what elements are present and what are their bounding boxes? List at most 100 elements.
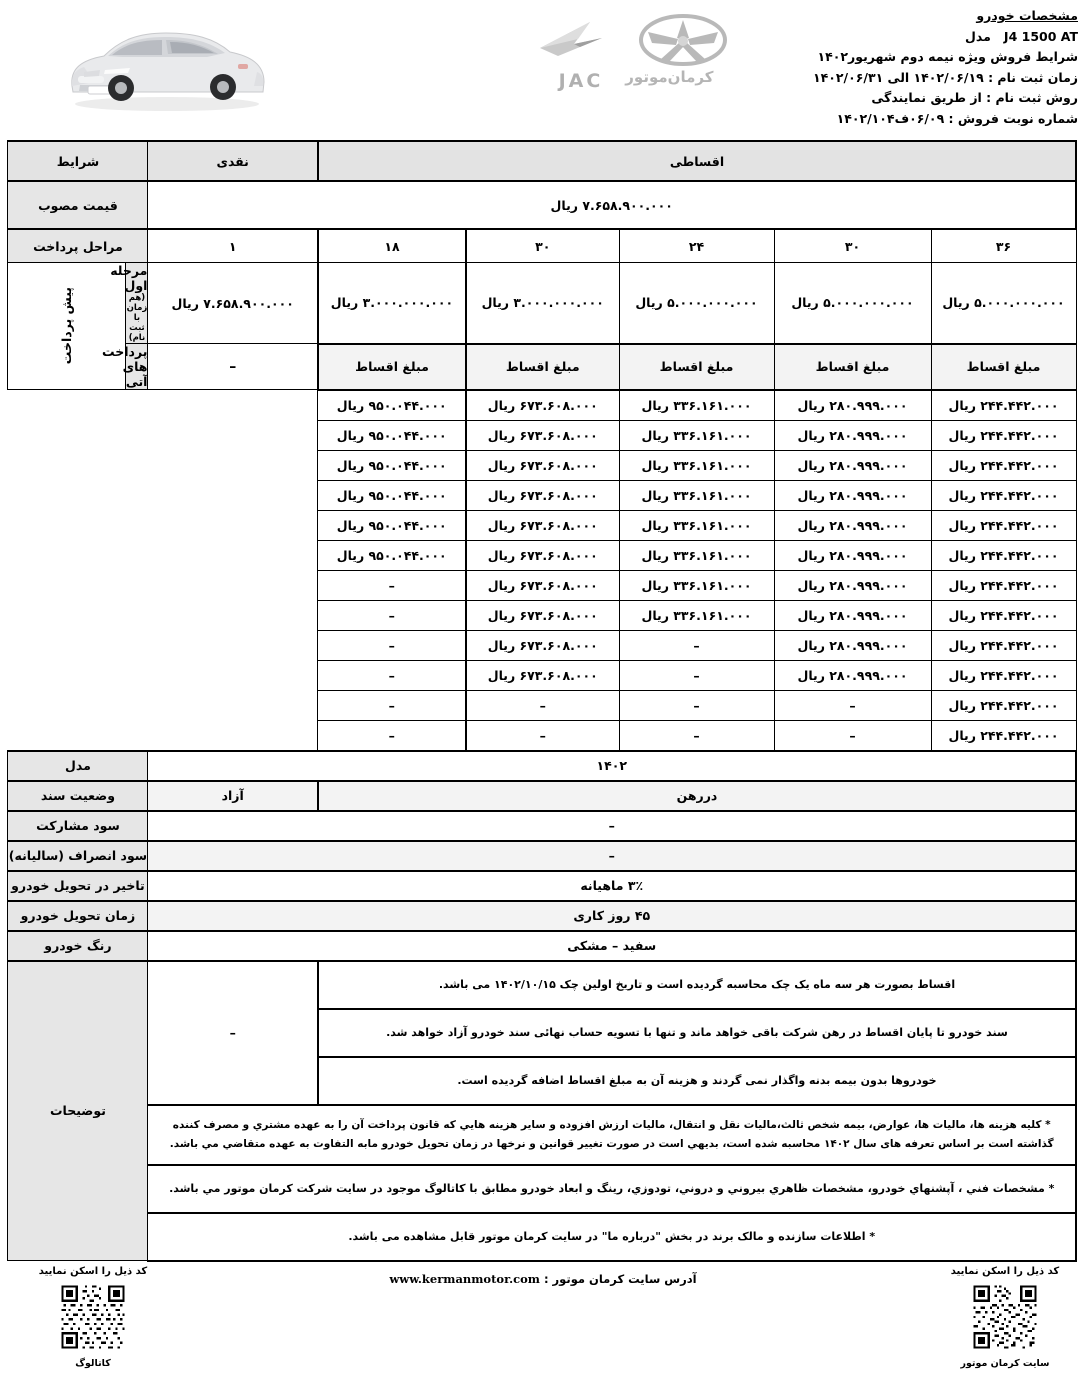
cell-installment-r5-c4: ۶۷۳.۶۰۸.۰۰۰ ریال: [465, 509, 620, 541]
cell-installment-r11-c2: –: [773, 689, 932, 721]
cell-prepayment-36: ۵.۰۰۰.۰۰۰.۰۰۰ ریال: [930, 262, 1077, 344]
row-prepayment: ۵.۰۰۰.۰۰۰.۰۰۰ ریال ۵.۰۰۰.۰۰۰.۰۰۰ ریال ۵.…: [7, 262, 1077, 390]
cell-installment-r4-c3: ۳۳۶.۱۶۱.۰۰۰ ریال: [618, 479, 775, 511]
qr-code-site-icon[interactable]: [968, 1279, 1042, 1354]
car-photo: [42, 2, 292, 120]
cell-stage-count-30a: ۳۰: [773, 228, 932, 263]
label-car-color: رنگ خودرو: [7, 929, 149, 962]
cell-installment-r5-c5: ۹۵۰.۰۴۴.۰۰۰ ریال: [317, 509, 468, 541]
label-prepayment-vertical: پیش پرداخت: [7, 262, 127, 390]
cell-delivery-time: ۴۵ روز کاری: [147, 899, 1078, 931]
cell-installment-r3-c5: ۹۵۰.۰۴۴.۰۰۰ ریال: [317, 449, 468, 481]
row-delivery-delay: ۳٪ ماهیانه تاخیر در تحویل خودرو: [7, 869, 1078, 901]
cell-conditions-cash: نقدی: [147, 140, 319, 182]
label-first-stage-main: مرحله اول: [110, 263, 148, 293]
document-footer: آدرس سایت کرمان موتور : www.kermanmotor.…: [0, 1266, 1086, 1384]
label-first-stage: مرحله اول (هم زمان با ثبت نام): [110, 262, 149, 344]
row-withdrawal-profit: – سود انصراف (سالیانه): [7, 839, 1078, 871]
label-conditions: شرایط: [7, 140, 149, 182]
cell-installment-r11-c4: –: [465, 689, 620, 721]
table-row: ۲۴۴.۴۴۲.۰۰۰ ریال ۲۸۰.۹۹۹.۰۰۰ ریال ۳۳۶.۱۶۱.…: [8, 419, 1077, 451]
cell-installment-r1-c5: ۹۵۰.۰۴۴.۰۰۰ ریال: [317, 388, 468, 421]
qr-code-catalog-icon[interactable]: [56, 1279, 130, 1354]
jac-logo-mark: [639, 14, 727, 66]
row-note-general-1: * كليه هزينه ها، ماليات ها، عوارض، بيمه …: [8, 1103, 1078, 1165]
cell-cash-future-dash: –: [147, 343, 319, 390]
row-model: ۱۴۰۲ مدل: [7, 749, 1078, 781]
cell-installment-r9-c3: –: [618, 629, 775, 661]
cell-model-value: ۱۴۰۲: [147, 749, 1078, 781]
cell-withdrawal-profit: –: [147, 839, 1078, 871]
website-url[interactable]: www.kermanmotor.com: [389, 1271, 540, 1286]
label-approved-price: قیمت مصوب: [7, 180, 149, 230]
cell-participation-profit: –: [147, 809, 1078, 841]
cell-stage-count-1: ۱: [147, 228, 319, 263]
header-sale-turn-number: شماره نوبت فروش : ۰۶/۰۹ف۱۴۰۲/۱۰۴: [836, 110, 1078, 126]
cell-installment-r7-c2: ۲۸۰.۹۹۹.۰۰۰ ریال: [773, 569, 932, 601]
cell-installment-r11-c3: –: [618, 689, 775, 721]
cell-installment-r8-c1: ۲۴۴.۴۴۲.۰۰۰ ریال: [930, 599, 1077, 631]
cell-installment-r8-c4: ۶۷۳.۶۰۸.۰۰۰ ریال: [465, 599, 620, 631]
table-row: ۲۴۴.۴۴۲.۰۰۰ ریال – – – –: [8, 689, 1077, 721]
cell-installment-r1-c2: ۲۸۰.۹۹۹.۰۰۰ ریال: [773, 388, 932, 421]
label-notes: توضیحات: [7, 960, 149, 1261]
row-payment-stages: ۳۶ ۳۰ ۲۴ ۳۰ ۱۸ ۱ مراحل پرداخت: [7, 228, 1077, 263]
cell-installment-r10-c5: –: [317, 659, 468, 691]
cell-installment-r7-c1: ۲۴۴.۴۴۲.۰۰۰ ریال: [930, 569, 1077, 601]
jac-wordmark: JAC: [558, 70, 604, 92]
cell-installment-r2-c1: ۲۴۴.۴۴۲.۰۰۰ ریال: [930, 419, 1077, 451]
cell-installment-header-30b: مبلغ اقساط: [465, 342, 620, 390]
cash-future-dash-text: –: [229, 358, 237, 375]
cell-stage-count-18: ۱۸: [317, 228, 468, 263]
label-withdrawal-profit: سود انصراف (سالیانه): [7, 839, 149, 871]
cell-note-installment-3: خودروها بدون بیمه بدنه واگذار نمی گردند …: [317, 1055, 1078, 1105]
price-conditions-table: اقساطی نقدی شرایط ۷.۶۵۸.۹۰۰.۰۰۰ ریال قیم…: [7, 140, 1078, 1262]
label-participation-profit: سود مشارکت: [7, 809, 149, 841]
cell-installment-r3-c4: ۶۷۳.۶۰۸.۰۰۰ ریال: [465, 449, 620, 481]
brand-logos: کرمان‌موتور JAC: [528, 14, 744, 106]
cell-installment-r5-c2: ۲۸۰.۹۹۹.۰۰۰ ریال: [773, 509, 932, 541]
qr-block-catalog: کد ذیل را اسکن نمایید: [18, 1266, 168, 1369]
table-row: ۲۴۴.۴۴۲.۰۰۰ ریال ۲۸۰.۹۹۹.۰۰۰ ریال –۶۷۳.۶۰۸…: [8, 659, 1077, 691]
kerman-motor-logo-mark: [540, 22, 602, 56]
cell-installment-r12-c1: ۲۴۴.۴۴۲.۰۰۰ ریال: [930, 719, 1077, 751]
table-row: ۲۴۴.۴۴۲.۰۰۰ ریال ۲۸۰.۹۹۹.۰۰۰ ریال ۳۳۶.۱۶۱.…: [8, 509, 1077, 541]
cell-installment-r12-c5: –: [317, 719, 468, 751]
note-general-3-text: * اطلاعات سازنده و مالک برند در بخش "درب…: [348, 1230, 876, 1243]
label-delivery-delay: تاخیر در تحویل خودرو: [7, 869, 149, 901]
cell-installment-r5-c1: ۲۴۴.۴۴۲.۰۰۰ ریال: [930, 509, 1077, 541]
row-note-general-2: * مشخصات فني ، آپشنهاي خودرو، مشخصات ظاه…: [8, 1163, 1078, 1213]
cell-installment-r6-c1: ۲۴۴.۴۴۲.۰۰۰ ریال: [930, 539, 1077, 571]
cell-installment-r9-c4: ۶۷۳.۶۰۸.۰۰۰ ریال: [465, 629, 620, 661]
cell-approved-price: ۷.۶۵۸.۹۰۰.۰۰۰ ریال: [147, 180, 1078, 230]
cell-prepayment-30a: ۵.۰۰۰.۰۰۰.۰۰۰ ریال: [773, 262, 932, 344]
cell-installment-r11-c1: ۲۴۴.۴۴۲.۰۰۰ ریال: [930, 689, 1077, 721]
cell-installment-r8-c3: ۳۳۶.۱۶۱.۰۰۰ ریال: [618, 599, 775, 631]
cell-installment-r3-c1: ۲۴۴.۴۴۲.۰۰۰ ریال: [930, 449, 1077, 481]
cell-installment-header-18: مبلغ اقساط: [317, 342, 468, 390]
cell-prepayment-24: ۵.۰۰۰.۰۰۰.۰۰۰ ریال: [618, 262, 775, 344]
qr-block-site: کد ذیل را اسکن نمایید: [930, 1266, 1080, 1369]
cell-stage-count-30b: ۳۰: [465, 228, 620, 263]
cell-notes-cash-dash: –: [147, 960, 319, 1105]
table-row: ۲۴۴.۴۴۲.۰۰۰ ریال ۲۸۰.۹۹۹.۰۰۰ ریال –۶۷۳.۶۰۸…: [8, 629, 1077, 661]
note-general-1-text: * كليه هزينه ها، ماليات ها، عوارض، بيمه …: [169, 1118, 1054, 1150]
row-note-installment-3: خودروها بدون بیمه بدنه واگذار نمی گردند …: [8, 1055, 1078, 1105]
label-delivery-time: زمان تحویل خودرو: [7, 899, 149, 931]
table-row: ۲۴۴.۴۴۲.۰۰۰ ریال ۲۸۰.۹۹۹.۰۰۰ ریال ۳۳۶.۱۶۱.…: [8, 599, 1077, 631]
cell-installment-r4-c4: ۶۷۳.۶۰۸.۰۰۰ ریال: [465, 479, 620, 511]
note-installment-2-text: سند خودرو تا پایان اقساط در رهن شرکت باق…: [386, 1026, 1008, 1039]
table-row: ۲۴۴.۴۴۲.۰۰۰ ریال ۲۸۰.۹۹۹.۰۰۰ ریال ۳۳۶.۱۶۱.…: [8, 479, 1077, 511]
cell-installment-r2-c4: ۶۷۳.۶۰۸.۰۰۰ ریال: [465, 419, 620, 451]
cell-installment-r2-c2: ۲۸۰.۹۹۹.۰۰۰ ریال: [773, 419, 932, 451]
cell-installment-r3-c2: ۲۸۰.۹۹۹.۰۰۰ ریال: [773, 449, 932, 481]
cell-doc-status-cash: آزاد: [147, 779, 319, 811]
website-label: آدرس سایت کرمان موتور :: [543, 1271, 697, 1286]
row-approved-price: ۷.۶۵۸.۹۰۰.۰۰۰ ریال قیمت مصوب: [7, 180, 1078, 230]
cell-installment-r6-c2: ۲۸۰.۹۹۹.۰۰۰ ریال: [773, 539, 932, 571]
document-header: کرمان‌موتور JAC مشخصات خودرو J4 1500 AT …: [0, 0, 1086, 140]
cell-installment-r11-c5: –: [317, 689, 468, 721]
header-registration-method: روش ثبت نام : از طریق نمایندگی: [871, 90, 1078, 105]
kerman-motor-wordmark: کرمان‌موتور: [625, 68, 714, 86]
cell-stage-count-24: ۲۴: [618, 228, 775, 263]
